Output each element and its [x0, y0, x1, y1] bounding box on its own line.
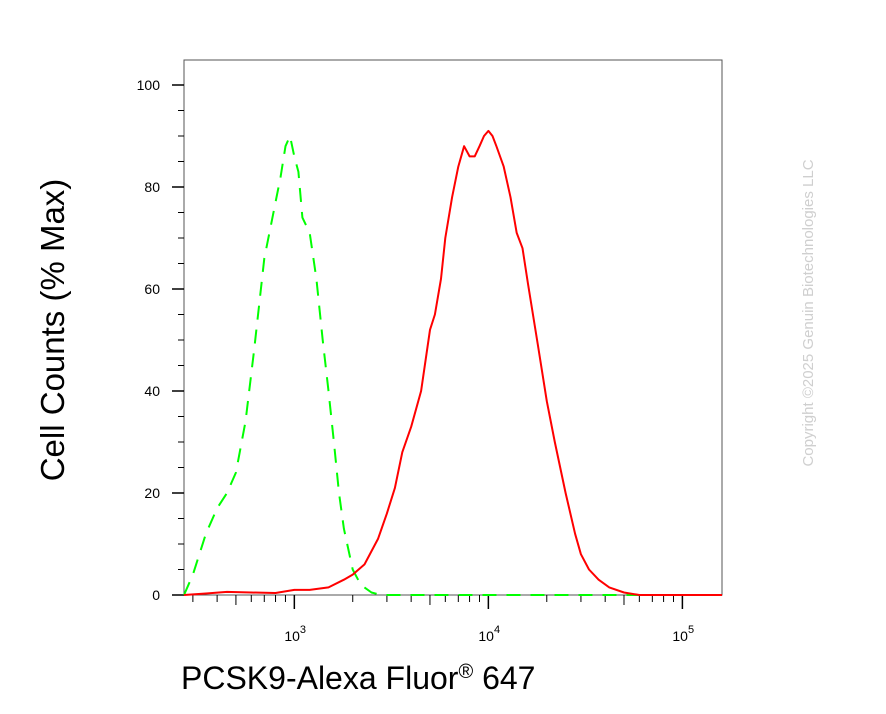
x-tick-label: 103 [284, 624, 306, 644]
x-tick-label: 104 [478, 624, 500, 644]
y-tick-label: 20 [144, 485, 160, 501]
x-axis-title-suffix: 647 [473, 660, 535, 696]
y-axis-title: Cell Counts (% Max) [34, 179, 71, 482]
y-tick-label: 100 [137, 77, 161, 93]
x-axis-title-registered: ® [458, 661, 473, 683]
x-tick-label-base: 10 [478, 628, 494, 644]
y-tick-label: 40 [144, 383, 160, 399]
x-axis-title-main: PCSK9-Alexa Fluor [181, 660, 459, 696]
plot-frame [183, 59, 723, 596]
series-layer [183, 129, 722, 596]
copyright-watermark: Copyright ©2025 Genuin Biotechnologies L… [800, 159, 817, 466]
x-axis: 103 104 105 [192, 595, 694, 644]
x-tick-label-exponent: 5 [688, 624, 694, 636]
x-tick-label-base: 10 [672, 628, 688, 644]
x-tick-label-exponent: 3 [300, 624, 306, 636]
x-axis-title: PCSK9-Alexa Fluor® 647 [181, 660, 535, 696]
series-line-1 [183, 135, 722, 596]
x-tick-label-exponent: 4 [494, 624, 500, 636]
y-tick-label: 80 [144, 179, 160, 195]
x-tick-label-base: 10 [284, 628, 300, 644]
y-tick-label: 60 [144, 281, 160, 297]
y-axis: 0 20 40 60 80 100 [137, 77, 184, 603]
y-tick-label: 0 [152, 587, 160, 603]
series-line-2 [183, 129, 722, 596]
x-tick-label: 105 [672, 624, 694, 644]
